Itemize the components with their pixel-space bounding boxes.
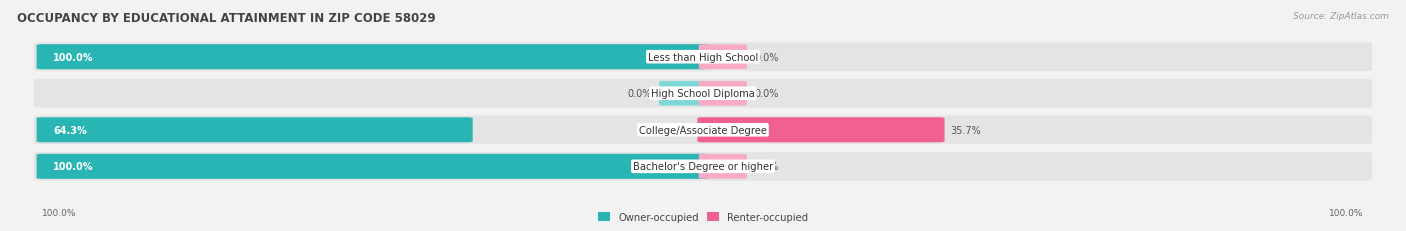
FancyBboxPatch shape	[699, 82, 747, 106]
Text: 100.0%: 100.0%	[1329, 208, 1364, 217]
FancyBboxPatch shape	[34, 43, 1372, 72]
FancyBboxPatch shape	[34, 116, 1372, 145]
Text: 100.0%: 100.0%	[42, 208, 77, 217]
Text: 100.0%: 100.0%	[53, 162, 94, 172]
FancyBboxPatch shape	[34, 152, 1372, 181]
Text: 0.0%: 0.0%	[754, 52, 779, 62]
FancyBboxPatch shape	[699, 45, 747, 70]
Text: 64.3%: 64.3%	[53, 125, 87, 135]
Text: High School Diploma: High School Diploma	[651, 89, 755, 99]
FancyBboxPatch shape	[34, 79, 1372, 108]
Text: Bachelor's Degree or higher: Bachelor's Degree or higher	[633, 162, 773, 172]
Text: 0.0%: 0.0%	[754, 162, 779, 172]
FancyBboxPatch shape	[37, 154, 709, 179]
FancyBboxPatch shape	[37, 118, 472, 143]
Text: Source: ZipAtlas.com: Source: ZipAtlas.com	[1294, 12, 1389, 21]
FancyBboxPatch shape	[699, 154, 747, 179]
Text: 100.0%: 100.0%	[53, 52, 94, 62]
Text: 0.0%: 0.0%	[754, 89, 779, 99]
FancyBboxPatch shape	[37, 45, 709, 70]
Text: OCCUPANCY BY EDUCATIONAL ATTAINMENT IN ZIP CODE 58029: OCCUPANCY BY EDUCATIONAL ATTAINMENT IN Z…	[17, 12, 436, 24]
FancyBboxPatch shape	[697, 118, 945, 143]
FancyBboxPatch shape	[659, 82, 707, 106]
Text: 35.7%: 35.7%	[950, 125, 981, 135]
Text: 0.0%: 0.0%	[627, 89, 652, 99]
Text: Less than High School: Less than High School	[648, 52, 758, 62]
Legend: Owner-occupied, Renter-occupied: Owner-occupied, Renter-occupied	[595, 208, 811, 226]
Text: College/Associate Degree: College/Associate Degree	[638, 125, 768, 135]
